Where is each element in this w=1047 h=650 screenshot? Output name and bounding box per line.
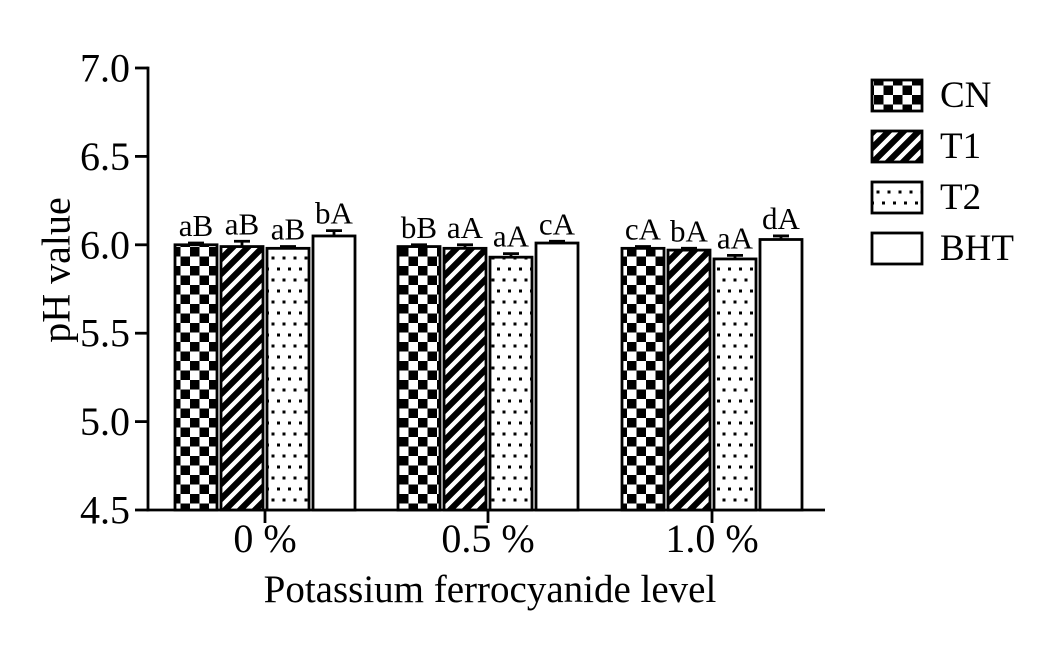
x-tick-label-group-1: 0.5 % [441, 516, 534, 561]
y-tick-label-5.0: 5.0 [80, 399, 130, 444]
bar-bht-group-0 [311, 234, 357, 512]
legend-label-cn: CN [940, 75, 991, 116]
bar-cn-group-2 [620, 246, 666, 512]
sig-label-t2-group-1: aA [493, 219, 530, 254]
sig-label-cn-group-0: aB [179, 208, 213, 243]
sig-label-t1-group-2: bA [670, 213, 709, 248]
y-tick-label-7.0: 7.0 [80, 46, 130, 91]
legend-item-bht: BHT [870, 228, 1014, 269]
x-tick-label-group-0: 0 % [233, 516, 296, 561]
legend-item-t2: T2 [870, 177, 981, 218]
plot-area: 7.0 6.5 6.0 5.5 5.0 4.5 0 % 0.5 % 1.0 % aB bB cA aB a… [80, 46, 1014, 562]
bar-cn-group-1 [396, 245, 442, 512]
sig-label-bht-group-2: dA [762, 201, 801, 236]
legend-swatch-checker-icon [870, 78, 924, 113]
error-bar-t2-group-2 [727, 254, 743, 259]
legend-swatch-diagonal-stripes-icon [870, 129, 924, 164]
error-bar-cn-group-2 [635, 245, 651, 249]
bar-t1-group-1 [442, 246, 488, 512]
sig-label-cn-group-1: bB [401, 210, 437, 245]
bar-t2-group-0 [265, 246, 311, 512]
error-bar-cn-group-0 [188, 241, 204, 245]
error-bar-t2-group-0 [280, 245, 296, 249]
y-tick-label-5.5: 5.5 [80, 311, 130, 356]
legend-label-bht: BHT [940, 228, 1014, 269]
legend-item-t1: T1 [870, 126, 981, 167]
bar-bht-group-1 [534, 241, 580, 512]
bar-t2-group-1 [488, 255, 534, 512]
bar-t1-group-0 [219, 245, 265, 512]
sig-label-bht-group-1: cA [539, 206, 576, 241]
y-axis-title: pH value [33, 197, 79, 343]
y-tick-label-4.5: 4.5 [80, 488, 130, 533]
sig-label-cn-group-2: cA [625, 212, 662, 247]
error-bar-t1-group-2 [681, 246, 697, 251]
legend-swatch-dots-icon [870, 180, 924, 215]
x-tick-label-group-2: 1.0 % [665, 516, 758, 561]
error-bar-t2-group-1 [503, 252, 519, 258]
y-tick-label-6.5: 6.5 [80, 134, 130, 179]
error-bar-t1-group-1 [457, 243, 473, 249]
legend-label-t2: T2 [940, 177, 981, 218]
sig-label-bht-group-0: bA [315, 196, 354, 231]
sig-label-t1-group-0: aB [225, 206, 259, 241]
bar-t2-group-2 [712, 257, 758, 512]
error-bar-bht-group-0 [326, 229, 342, 236]
sig-label-t2-group-0: aB [271, 212, 305, 247]
error-bar-t1-group-0 [234, 239, 250, 247]
bar-t1-group-2 [666, 248, 712, 512]
error-bar-bht-group-2 [773, 234, 789, 240]
x-axis-title: Potassium ferrocyanide level [263, 568, 717, 611]
bar-cn-group-0 [173, 243, 219, 512]
sig-label-t2-group-2: aA [717, 220, 754, 255]
legend-label-t1: T1 [940, 126, 981, 167]
error-bar-bht-group-1 [549, 239, 565, 244]
legend-item-cn: CN [870, 75, 991, 116]
bar-bht-group-2 [758, 238, 804, 512]
error-bar-cn-group-1 [411, 243, 427, 247]
y-tick-label-6.0: 6.0 [80, 222, 130, 267]
legend-swatch-plain-icon [870, 231, 924, 266]
sig-label-t1-group-1: aA [447, 210, 484, 245]
